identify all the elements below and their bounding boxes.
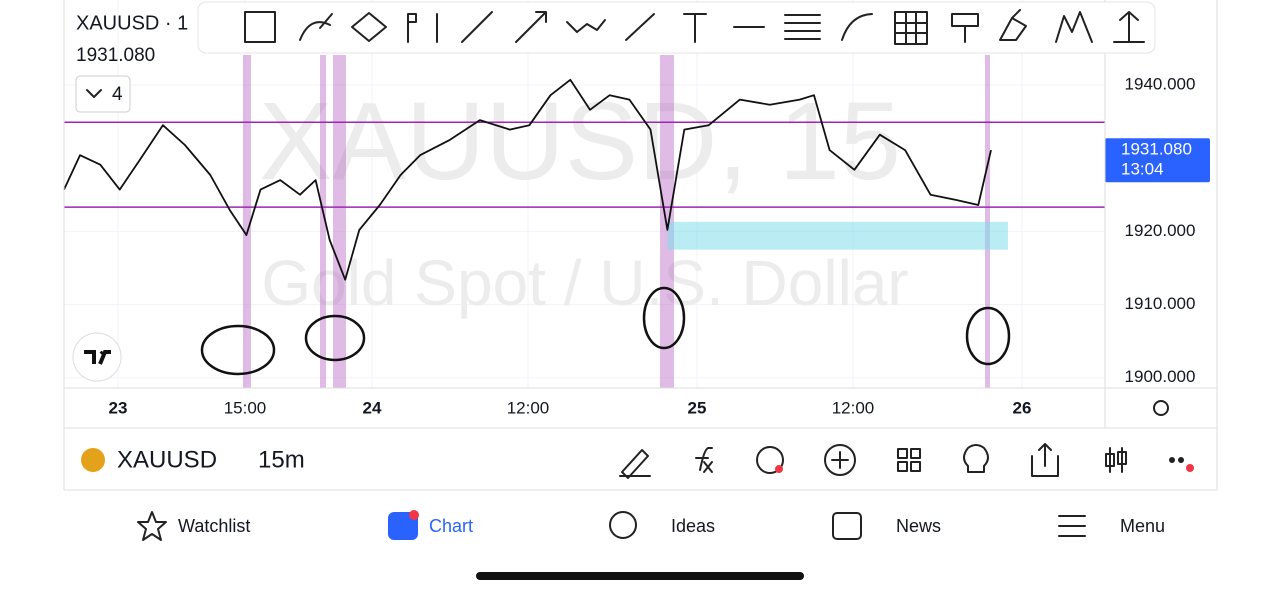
circle: [965, 306, 1011, 366]
y-tick-label: 1910.000: [1125, 294, 1196, 313]
chart-type-button[interactable]: [1105, 447, 1127, 473]
tool-rect[interactable]: [244, 11, 276, 43]
indicator-count: 4: [112, 84, 123, 105]
gold-icon: [81, 448, 105, 472]
x-tick-label: 25: [688, 398, 707, 417]
tool-text[interactable]: [683, 13, 707, 43]
draw-button[interactable]: [619, 449, 651, 479]
interval[interactable]: 15m: [258, 446, 305, 473]
toggle-box: [75, 75, 131, 113]
tool-brush[interactable]: [299, 13, 333, 41]
highlights: [243, 55, 990, 388]
y-tick-label: 1920.000: [1125, 221, 1196, 240]
x-tick-label: 15:00: [224, 398, 267, 417]
tool-grid[interactable]: [894, 11, 928, 45]
watermark-description: Gold Spot / U.S. Dollar: [261, 247, 908, 319]
zone: [667, 221, 1008, 250]
x-tick-label: 23: [109, 398, 128, 417]
tool-ellipse[interactable]: [351, 12, 387, 42]
last-price-tag: [1105, 138, 1210, 183]
y-tick-label: 1940.000: [1125, 74, 1196, 93]
news-icon: [832, 512, 862, 540]
tool-curve[interactable]: [841, 13, 873, 41]
more-dot: [1178, 457, 1184, 463]
menu-icon: [1058, 515, 1086, 537]
highlight: [660, 55, 674, 388]
annotations: [200, 286, 1011, 376]
home-indicator: [476, 572, 804, 580]
x-tick-label: 26: [1013, 398, 1032, 417]
highlight: [243, 55, 251, 388]
tool-line[interactable]: [461, 11, 493, 43]
toolbar-bg: [197, 1, 1156, 54]
chart-icon: [388, 512, 418, 540]
add-button[interactable]: [824, 444, 856, 476]
nav-item[interactable]: Menu: [1120, 516, 1165, 536]
watchlist-icon: [137, 511, 167, 541]
symbol-name[interactable]: XAUUSD: [117, 446, 217, 473]
indicators-button[interactable]: [695, 447, 713, 473]
chevron: [86, 89, 102, 98]
highlight: [985, 55, 990, 388]
x-tick-label: 12:00: [507, 398, 550, 417]
x-tick-label: 12:00: [832, 398, 875, 417]
layout-button[interactable]: [897, 448, 921, 472]
highlight: [333, 55, 346, 388]
share-button[interactable]: [1031, 443, 1059, 477]
ideas-button[interactable]: [963, 444, 989, 473]
alert-dot: [775, 465, 783, 473]
circle: [200, 324, 276, 376]
ideas-icon: [609, 511, 637, 539]
tool-fib[interactable]: [407, 13, 438, 43]
circle: [642, 286, 686, 350]
tool-note[interactable]: [951, 13, 979, 43]
settings[interactable]: [1153, 400, 1169, 416]
indicator-toggle[interactable]: 4: [75, 75, 131, 113]
nav-item[interactable]: News: [896, 516, 941, 536]
circle: [304, 314, 366, 362]
drawing-toolbar: [197, 1, 1156, 54]
x-tick-label: 24: [363, 398, 382, 417]
nav-item[interactable]: Ideas: [671, 516, 715, 536]
more-dot[interactable]: [1169, 457, 1175, 463]
tool-pattern[interactable]: [1055, 11, 1093, 43]
logo-mark: [84, 350, 111, 365]
chart-icon-dot: [409, 510, 419, 520]
logo: [72, 332, 122, 382]
nav-item[interactable]: Watchlist: [178, 516, 250, 536]
alert-button[interactable]: [756, 446, 784, 474]
tool-ray[interactable]: [625, 13, 655, 41]
last-price-label: 1931.080: [1121, 140, 1192, 159]
tool-measure[interactable]: [1113, 11, 1145, 43]
header-price: 1931.080: [76, 45, 155, 66]
highlight: [320, 55, 326, 388]
plus: [831, 451, 849, 469]
symbol-title: XAUUSD · 1: [76, 12, 188, 34]
tool-channel[interactable]: [784, 14, 821, 40]
countdown: 13:04: [1121, 160, 1164, 179]
nav-item[interactable]: Chart: [429, 516, 473, 536]
price-line: [63, 78, 992, 281]
tool-path[interactable]: [566, 19, 606, 33]
tool-arrow[interactable]: [515, 11, 547, 43]
tool-eraser[interactable]: [999, 9, 1027, 41]
more-dot: [1186, 464, 1194, 472]
y-tick-label: 1900.000: [1125, 367, 1196, 386]
